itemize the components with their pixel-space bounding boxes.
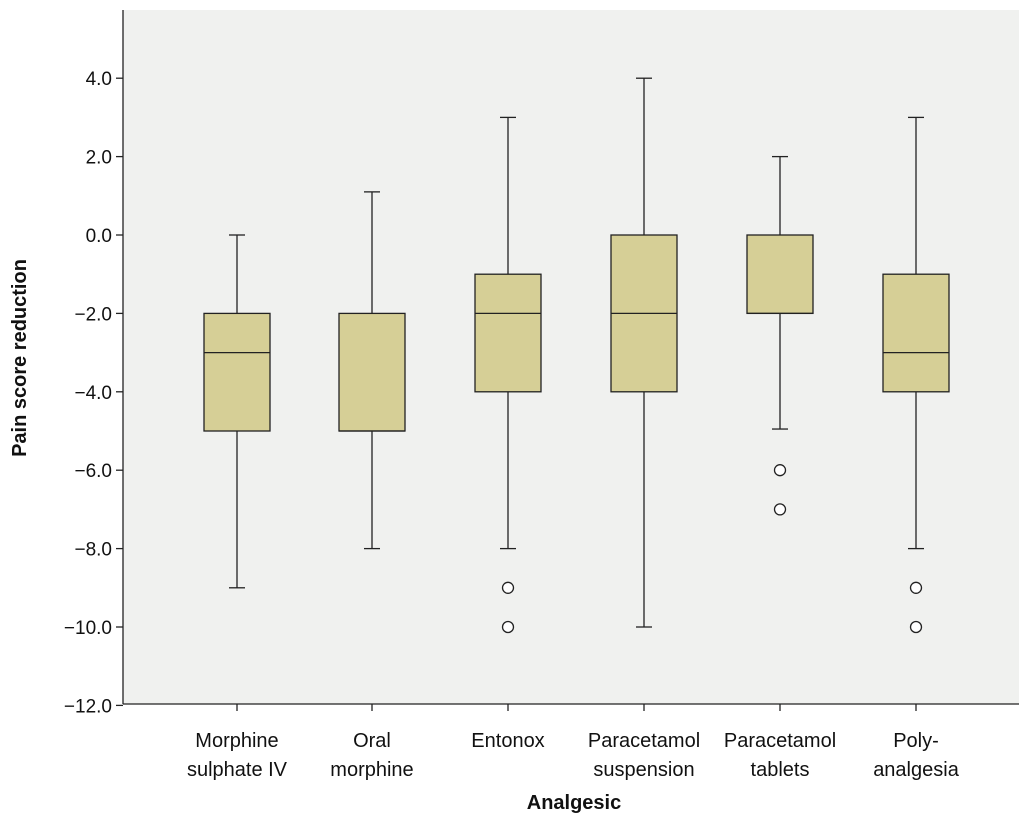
box-group bbox=[610, 77, 678, 628]
box-iqr bbox=[203, 312, 271, 432]
outlier-point bbox=[909, 581, 923, 594]
outlier-point bbox=[501, 620, 515, 634]
box-iqr bbox=[882, 273, 950, 393]
box-iqr bbox=[746, 234, 814, 315]
plot-area bbox=[123, 10, 1019, 704]
y-tick-label: −10.0 bbox=[64, 618, 112, 639]
x-category-label: Oral bbox=[353, 730, 391, 752]
boxes-layer bbox=[203, 77, 950, 634]
box-group bbox=[746, 155, 814, 516]
outlier-point bbox=[501, 581, 515, 594]
outlier-point bbox=[909, 620, 923, 634]
x-category-label: sulphate IV bbox=[187, 759, 288, 781]
y-ticks: 4.0 2.0 0.0 −2.0 −4.0 −6.0 −8.0 −10.0 −12.0 bbox=[64, 69, 123, 717]
x-category-label: Poly- bbox=[893, 730, 939, 752]
y-tick-label: 4.0 bbox=[86, 69, 112, 90]
x-category-label: morphine bbox=[330, 759, 413, 781]
y-tick-label: −4.0 bbox=[74, 383, 112, 404]
x-category-label: tablets bbox=[751, 759, 810, 781]
y-tick-label: −2.0 bbox=[74, 304, 112, 325]
y-tick-label: −8.0 bbox=[74, 540, 112, 561]
outlier-point bbox=[773, 464, 787, 477]
x-category-label: Paracetamol bbox=[724, 730, 836, 752]
box-group bbox=[474, 116, 542, 634]
box-group bbox=[882, 116, 950, 634]
x-category-label: Paracetamol bbox=[588, 730, 700, 752]
box-group bbox=[338, 191, 406, 550]
outlier-point bbox=[773, 503, 787, 516]
x-category-labels: Morphine sulphate IV Oral morphine Entonox Pa… bbox=[187, 704, 960, 781]
y-tick-label: 0.0 bbox=[86, 226, 112, 247]
x-category-label: suspension bbox=[593, 759, 694, 781]
y-tick-label: −6.0 bbox=[74, 461, 112, 482]
y-tick-label: −12.0 bbox=[64, 696, 112, 717]
y-tick-label: 2.0 bbox=[86, 148, 112, 169]
y-axis-title: Pain score reduction bbox=[9, 259, 31, 457]
box-iqr bbox=[474, 273, 542, 393]
x-category-label: analgesia bbox=[873, 759, 960, 781]
x-category-label: Morphine bbox=[195, 730, 278, 752]
box-iqr bbox=[338, 312, 406, 432]
box-group bbox=[203, 234, 271, 589]
x-category-label: Entonox bbox=[471, 730, 544, 752]
x-axis-title: Analgesic bbox=[527, 792, 621, 814]
